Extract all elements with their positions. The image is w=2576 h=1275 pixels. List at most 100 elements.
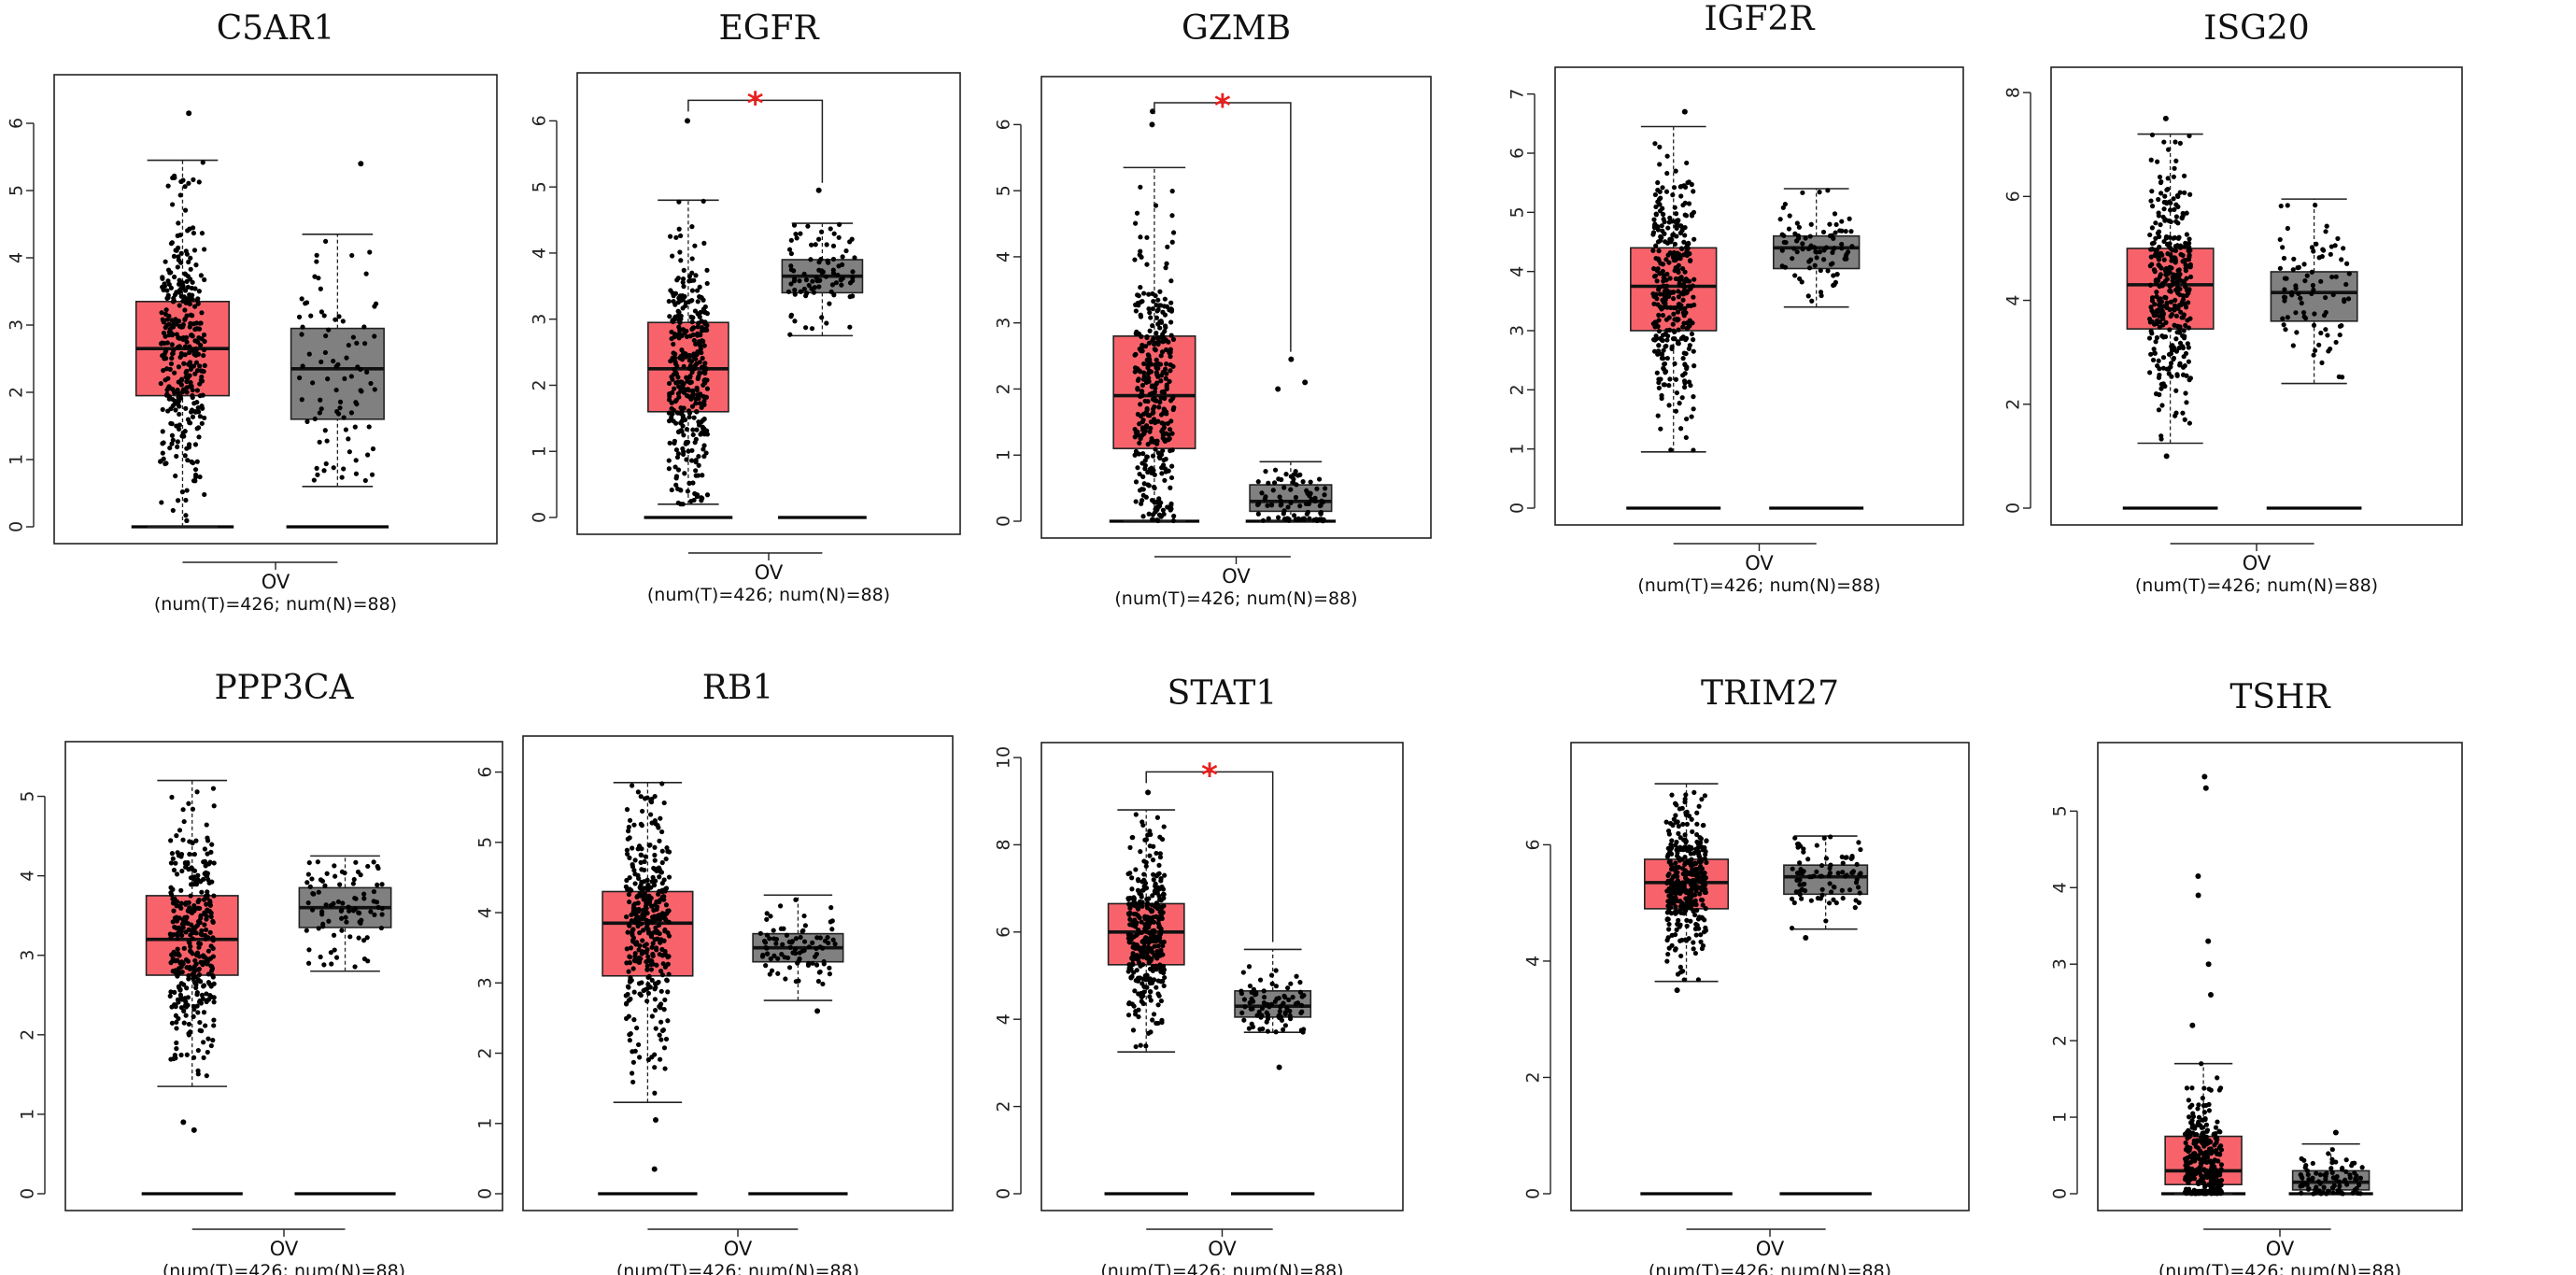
data-point (321, 962, 327, 968)
data-point (1666, 871, 1672, 877)
data-point (821, 958, 827, 965)
data-point (648, 800, 655, 805)
data-point (627, 874, 632, 881)
data-point (173, 473, 178, 479)
data-point (1283, 472, 1289, 477)
data-point (2180, 364, 2187, 370)
data-point (174, 833, 179, 839)
data-point (167, 445, 173, 451)
data-point (323, 460, 329, 467)
data-point (1297, 980, 1303, 985)
data-point (689, 447, 695, 453)
data-point (200, 405, 205, 411)
data-point (1127, 916, 1133, 922)
data-point (1689, 181, 1694, 188)
data-point (792, 946, 799, 952)
data-point (824, 320, 829, 326)
data-point (1690, 861, 1695, 867)
data-point (1147, 328, 1153, 333)
data-point (1794, 220, 1800, 226)
data-point (1682, 184, 1689, 190)
data-point (202, 362, 207, 368)
y-tick-label: 3 (530, 314, 550, 325)
data-point (2165, 147, 2172, 152)
data-point (195, 1068, 201, 1073)
data-point (1167, 378, 1172, 384)
data-point (1796, 224, 1802, 230)
data-point (2151, 321, 2158, 327)
data-point (184, 1052, 190, 1057)
data-point (2162, 294, 2168, 300)
data-point (626, 829, 631, 834)
outlier-point-tumor (2202, 785, 2209, 791)
data-point (1656, 343, 1662, 348)
data-point (1651, 293, 1657, 299)
data-point (672, 332, 678, 337)
data-point (195, 918, 202, 925)
data-point (627, 979, 633, 985)
data-point (2187, 1104, 2193, 1110)
data-point (370, 446, 376, 452)
data-point (641, 907, 646, 913)
data-point (211, 1017, 217, 1023)
data-point (1281, 511, 1286, 517)
data-point (669, 374, 674, 380)
data-point (2314, 1170, 2319, 1176)
data-point (1281, 1000, 1286, 1006)
data-point (1843, 228, 1848, 234)
data-point (317, 439, 322, 445)
data-point (198, 931, 204, 937)
data-point (1166, 339, 1171, 345)
data-point (2313, 203, 2318, 208)
data-point (1129, 835, 1135, 841)
data-point (1660, 185, 1665, 191)
data-point (188, 882, 194, 887)
data-point (666, 874, 672, 880)
data-point (2172, 307, 2177, 313)
data-point (684, 426, 690, 432)
data-point (175, 957, 180, 963)
data-point (2175, 285, 2181, 290)
data-point (202, 415, 207, 421)
data-point (1154, 850, 1159, 857)
data-point (1272, 467, 1279, 473)
data-point (1677, 230, 1683, 236)
data-point (1683, 213, 1690, 219)
data-point (1668, 290, 1674, 295)
data-point (2298, 295, 2303, 301)
data-point (2201, 1175, 2206, 1181)
data-point (379, 905, 385, 912)
data-point (1159, 1017, 1165, 1023)
data-point (379, 912, 385, 917)
data-point (2182, 417, 2187, 422)
data-point (201, 954, 206, 960)
plot-frame (1570, 742, 1970, 1211)
data-point (2159, 333, 2165, 339)
y-tick-label: 4 (994, 1013, 1014, 1025)
data-point (624, 1000, 630, 1006)
data-point (197, 905, 203, 912)
data-point (1293, 494, 1299, 501)
data-point (1658, 261, 1663, 266)
data-point (1857, 871, 1862, 877)
data-point (1128, 932, 1134, 938)
data-point (1662, 231, 1667, 236)
data-point (1681, 885, 1687, 891)
data-point (193, 320, 200, 326)
data-point (644, 963, 650, 969)
data-point (1672, 336, 1677, 342)
data-point (1698, 836, 1704, 842)
data-point (1672, 205, 1677, 210)
data-point (1693, 932, 1699, 938)
data-point (179, 489, 185, 495)
data-point (1155, 991, 1161, 997)
data-point (1692, 950, 1699, 956)
outlier-point-tumor (684, 118, 690, 124)
data-point (2158, 433, 2164, 439)
data-point (2194, 1154, 2201, 1159)
data-point (324, 871, 330, 876)
data-point (1671, 311, 1677, 317)
data-point (175, 444, 180, 449)
data-point (828, 289, 834, 295)
data-point (1656, 287, 1662, 292)
